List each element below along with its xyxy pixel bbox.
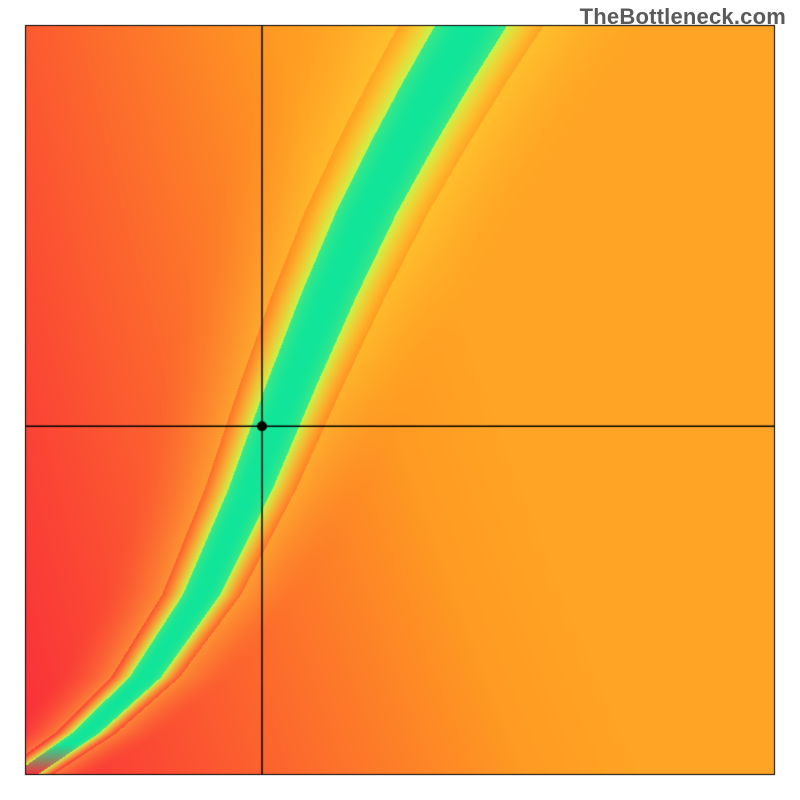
bottleneck-heatmap <box>0 0 800 800</box>
watermark-text: TheBottleneck.com <box>580 4 786 30</box>
